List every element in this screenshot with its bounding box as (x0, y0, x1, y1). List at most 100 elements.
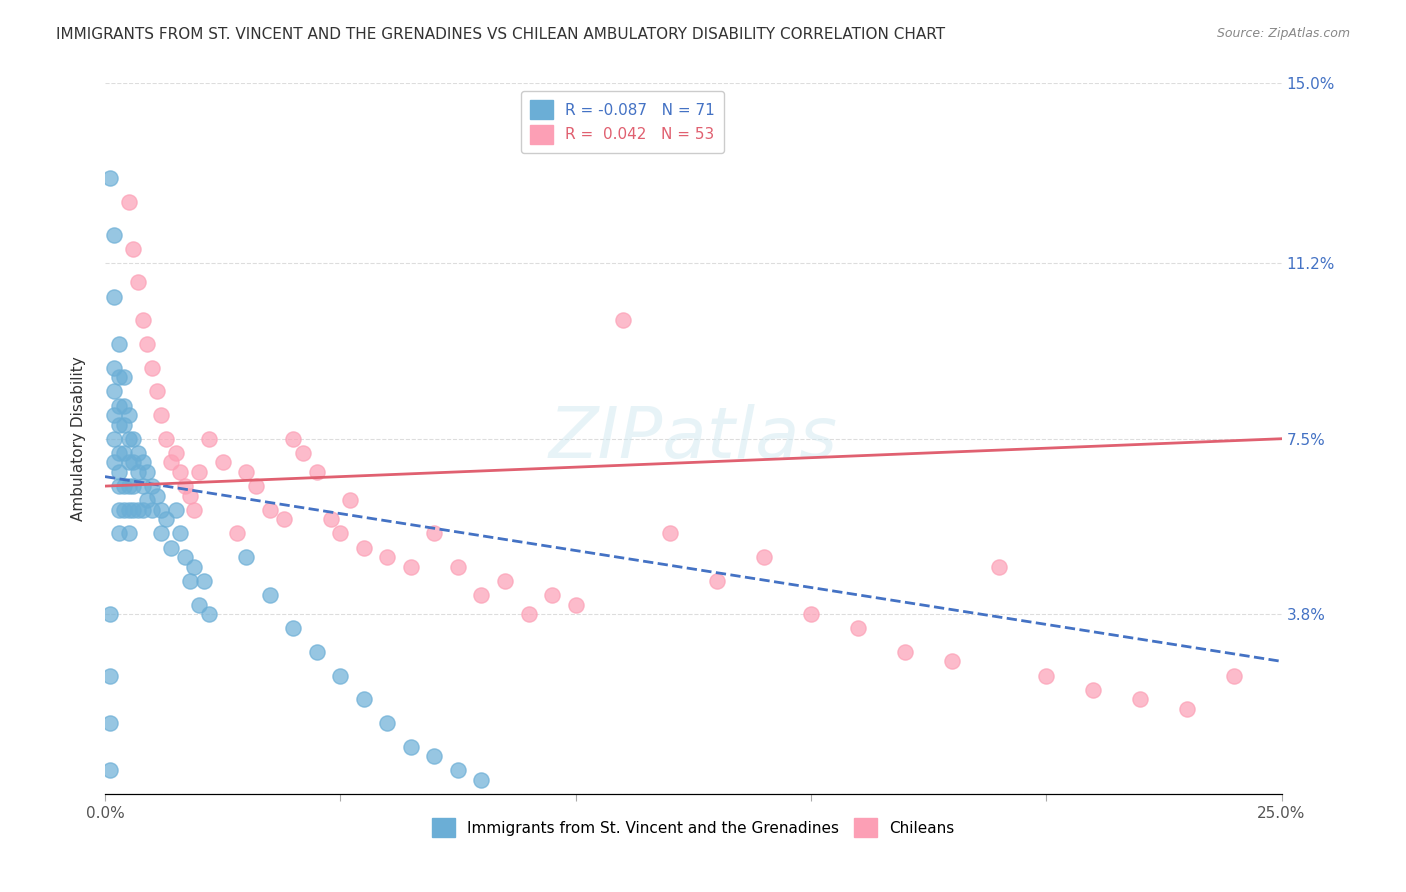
Point (122, 242, 145, 256)
Point (103, 290, 125, 304)
Point (165, 503, 187, 517)
Point (160, 541, 183, 555)
Point (211, 455, 233, 469)
Point (174, 550, 197, 565)
Point (169, 526, 191, 541)
Point (174, 479, 197, 493)
Point (127, 503, 149, 517)
Point (112, 399, 135, 413)
Point (283, 432, 305, 446)
Point (150, 503, 173, 517)
Point (259, 503, 281, 517)
Point (447, 764, 470, 778)
Point (141, 503, 163, 517)
Point (98, 764, 121, 778)
Point (122, 432, 145, 446)
Point (273, 512, 295, 526)
Point (169, 465, 191, 479)
Point (108, 503, 131, 517)
Point (291, 446, 314, 460)
Point (127, 446, 149, 460)
Point (127, 465, 149, 479)
Point (339, 493, 361, 508)
Point (108, 446, 131, 460)
Point (1129, 692, 1152, 706)
Point (117, 432, 139, 446)
Point (131, 455, 153, 469)
Point (117, 455, 139, 469)
Point (103, 227, 125, 242)
Point (283, 621, 305, 635)
Point (103, 384, 125, 399)
Point (141, 479, 163, 493)
Point (136, 493, 159, 508)
Point (447, 559, 470, 574)
Point (145, 384, 167, 399)
Point (112, 446, 135, 460)
Point (329, 526, 352, 541)
Point (1223, 668, 1246, 682)
Point (165, 446, 187, 460)
Point (183, 559, 205, 574)
Point (117, 408, 139, 422)
Point (800, 607, 823, 621)
Point (98, 607, 121, 621)
Point (108, 465, 131, 479)
Text: Source: ZipAtlas.com: Source: ZipAtlas.com (1216, 27, 1350, 40)
Point (988, 559, 1011, 574)
Point (108, 399, 131, 413)
Point (112, 370, 135, 384)
Point (112, 479, 135, 493)
Point (470, 772, 492, 787)
Point (145, 489, 167, 503)
Point (112, 417, 135, 432)
Point (103, 408, 125, 422)
Point (117, 503, 139, 517)
Point (423, 526, 446, 541)
Point (103, 432, 125, 446)
Point (612, 313, 634, 327)
Point (564, 598, 586, 612)
Point (155, 512, 177, 526)
Point (235, 550, 257, 565)
Point (160, 455, 183, 469)
Point (122, 503, 145, 517)
Point (1177, 702, 1199, 716)
Point (188, 598, 211, 612)
Point (112, 503, 135, 517)
Point (103, 455, 125, 469)
Point (353, 692, 375, 706)
Point (470, 588, 492, 602)
Point (235, 465, 257, 479)
Point (150, 526, 173, 541)
Point (108, 526, 131, 541)
Point (846, 621, 869, 635)
Point (122, 479, 145, 493)
Point (103, 360, 125, 375)
Point (225, 526, 247, 541)
Point (131, 479, 153, 493)
Point (98, 171, 121, 186)
Text: IMMIGRANTS FROM ST. VINCENT AND THE GRENADINES VS CHILEAN AMBULATORY DISABILITY : IMMIGRANTS FROM ST. VINCENT AND THE GREN… (56, 27, 945, 42)
Point (941, 654, 963, 668)
Point (658, 526, 681, 541)
Point (108, 337, 131, 351)
Point (752, 550, 775, 565)
Point (329, 668, 352, 682)
Point (108, 417, 131, 432)
Point (319, 512, 342, 526)
Point (305, 645, 328, 659)
Point (179, 489, 201, 503)
Point (108, 370, 131, 384)
Point (399, 739, 422, 754)
Point (399, 559, 422, 574)
Point (541, 588, 564, 602)
Point (1035, 668, 1057, 682)
Point (377, 550, 399, 565)
Point (98, 668, 121, 682)
Point (136, 465, 159, 479)
Point (183, 503, 205, 517)
Point (517, 607, 540, 621)
Point (259, 588, 281, 602)
Point (131, 503, 153, 517)
